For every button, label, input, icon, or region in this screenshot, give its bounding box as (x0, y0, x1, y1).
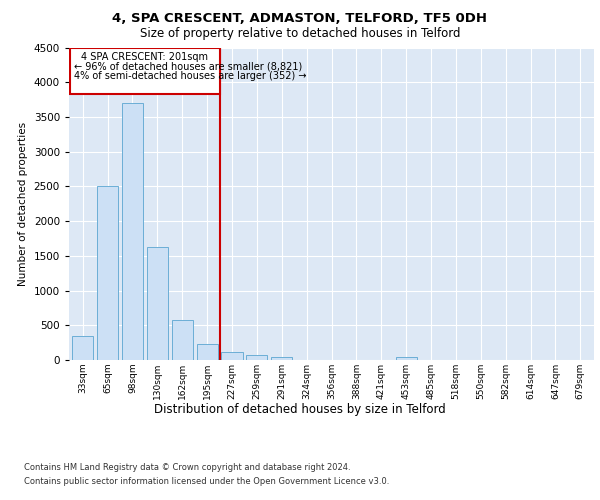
Text: ← 96% of detached houses are smaller (8,821): ← 96% of detached houses are smaller (8,… (74, 62, 302, 72)
Text: 4% of semi-detached houses are larger (352) →: 4% of semi-detached houses are larger (3… (74, 71, 307, 81)
Y-axis label: Number of detached properties: Number of detached properties (18, 122, 28, 286)
Bar (246, 356, 268, 360)
Text: Contains public sector information licensed under the Open Government Licence v3: Contains public sector information licen… (24, 478, 389, 486)
Bar (97, 186, 118, 360)
Bar (147, 247, 168, 360)
Bar (172, 320, 193, 360)
Bar (271, 356, 292, 360)
Text: Contains HM Land Registry data © Crown copyright and database right 2024.: Contains HM Land Registry data © Crown c… (24, 462, 350, 471)
Bar (197, 344, 218, 360)
Text: 4 SPA CRESCENT: 201sqm: 4 SPA CRESCENT: 201sqm (82, 52, 208, 62)
Bar (72, 336, 93, 360)
Bar (395, 356, 417, 360)
Bar (122, 103, 143, 360)
Text: Distribution of detached houses by size in Telford: Distribution of detached houses by size … (154, 402, 446, 415)
Text: 4, SPA CRESCENT, ADMASTON, TELFORD, TF5 0DH: 4, SPA CRESCENT, ADMASTON, TELFORD, TF5 … (113, 12, 487, 26)
Bar (70, 48, 220, 94)
Bar (221, 352, 242, 360)
Text: Size of property relative to detached houses in Telford: Size of property relative to detached ho… (140, 28, 460, 40)
